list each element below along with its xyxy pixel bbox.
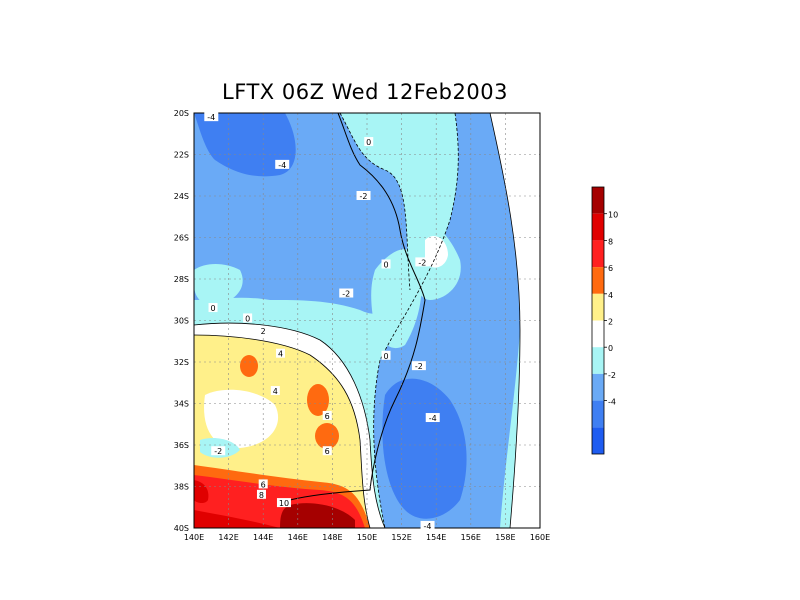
colorbar-label: 6 bbox=[608, 264, 613, 273]
lon-tick-label: 148E bbox=[322, 533, 342, 542]
svg-text:6: 6 bbox=[325, 447, 330, 456]
colorbar-segment bbox=[592, 373, 604, 401]
contour-label: -2 bbox=[411, 361, 426, 371]
lon-tick-label: 146E bbox=[288, 533, 308, 542]
svg-text:-2: -2 bbox=[415, 362, 423, 371]
colorbar-segment bbox=[592, 427, 604, 454]
lon-tick-label: 158E bbox=[495, 533, 515, 542]
contour-label: 6 bbox=[322, 446, 332, 456]
contour-label: 4 bbox=[276, 348, 285, 359]
contour-label: 0 bbox=[381, 259, 391, 269]
contour-label: -4 bbox=[275, 159, 290, 170]
contour-label: -4 bbox=[204, 112, 219, 122]
lon-tick-label: 152E bbox=[391, 533, 411, 542]
svg-text:4: 4 bbox=[273, 387, 278, 396]
colorbar-segment bbox=[592, 267, 604, 294]
contour-label: 0 bbox=[364, 137, 374, 147]
colorbar-label: -2 bbox=[608, 371, 616, 380]
contour-label: -2 bbox=[211, 446, 226, 456]
lat-tick-label: 34S bbox=[174, 400, 189, 409]
colorbar-label: 4 bbox=[608, 291, 613, 300]
svg-text:6: 6 bbox=[325, 412, 330, 421]
contour-label: 8 bbox=[256, 489, 266, 500]
lat-tick-label: 38S bbox=[174, 483, 189, 492]
svg-text:-2: -2 bbox=[418, 258, 426, 267]
lat-tick-label: 22S bbox=[174, 151, 189, 160]
svg-text:4: 4 bbox=[278, 350, 283, 359]
contour-label: -2 bbox=[339, 288, 354, 299]
svg-text:2: 2 bbox=[261, 327, 266, 336]
contour-label: 10 bbox=[276, 498, 291, 508]
lon-tick-label: 142E bbox=[218, 533, 238, 542]
lat-lon-grid bbox=[194, 113, 540, 528]
contour-label: 0 bbox=[381, 350, 391, 361]
contour-label: 6 bbox=[258, 479, 268, 489]
svg-text:8: 8 bbox=[259, 491, 264, 500]
lat-tick-label: 28S bbox=[174, 275, 189, 284]
contour-label: -2 bbox=[356, 191, 371, 201]
plot-frame bbox=[193, 112, 541, 529]
lat-tick-label: 20S bbox=[174, 109, 189, 118]
contour-label: -4 bbox=[425, 413, 440, 423]
contour-label: 4 bbox=[270, 386, 280, 396]
latitude-ticks: 20S 22S 24S 26S 28S 30S 32S 34S 36S 38S 40S bbox=[174, 109, 189, 533]
colorbar-segment bbox=[592, 293, 604, 321]
lat-tick-label: 32S bbox=[174, 358, 189, 367]
lon-tick-label: 156E bbox=[461, 533, 481, 542]
colorbar-segment bbox=[592, 400, 604, 428]
svg-text:0: 0 bbox=[245, 314, 250, 323]
contour-labels: -4 -4 0 -2 -2 0 -2 0 0 2 4 0 -2 4 6 -4 -2 6 6 8 10 -4 bbox=[204, 112, 440, 531]
svg-text:6: 6 bbox=[261, 480, 266, 489]
lon-tick-label: 150E bbox=[357, 533, 377, 542]
colorbar-label: 8 bbox=[608, 237, 613, 246]
lat-tick-label: 26S bbox=[174, 234, 189, 243]
svg-text:-4: -4 bbox=[278, 161, 286, 170]
contour-label: -2 bbox=[415, 257, 430, 267]
map-title: LFTX 06Z Wed 12Feb2003 bbox=[222, 80, 508, 104]
contour-label: 0 bbox=[243, 313, 253, 323]
colorbar-segment bbox=[592, 240, 604, 268]
svg-text:0: 0 bbox=[210, 304, 215, 313]
longitude-ticks: 140E 142E 144E 146E 148E 150E 152E 154E 156E 158E… bbox=[184, 533, 550, 542]
colorbar-label: -4 bbox=[608, 398, 616, 407]
lat-tick-label: 36S bbox=[174, 441, 189, 450]
svg-text:0: 0 bbox=[383, 352, 388, 361]
contour-label: 2 bbox=[258, 325, 268, 336]
svg-text:-2: -2 bbox=[214, 447, 222, 456]
svg-text:0: 0 bbox=[366, 138, 371, 147]
svg-text:-4: -4 bbox=[424, 522, 432, 531]
svg-text:-4: -4 bbox=[429, 414, 437, 423]
colorbar-segment bbox=[592, 213, 604, 241]
contour-label: 0 bbox=[208, 303, 218, 313]
lon-tick-label: 144E bbox=[253, 533, 273, 542]
svg-text:-2: -2 bbox=[342, 290, 350, 299]
colorbar-label: 0 bbox=[608, 344, 613, 353]
svg-text:0: 0 bbox=[383, 260, 388, 269]
svg-text:-2: -2 bbox=[360, 192, 368, 201]
colorbar-label: 10 bbox=[608, 211, 618, 220]
colorbar: 10 8 6 4 2 0 -2 -4 bbox=[591, 186, 618, 455]
contour-label: -4 bbox=[420, 520, 435, 531]
colorbar-segment bbox=[592, 347, 604, 374]
lat-tick-label: 40S bbox=[174, 524, 189, 533]
lat-tick-label: 30S bbox=[174, 317, 189, 326]
svg-text:10: 10 bbox=[279, 499, 289, 508]
colorbar-label: 2 bbox=[608, 318, 613, 327]
lon-tick-label: 160E bbox=[530, 533, 550, 542]
colorbar-segment bbox=[592, 187, 604, 214]
lat-tick-label: 24S bbox=[174, 192, 189, 201]
lon-tick-label: 140E bbox=[184, 533, 204, 542]
colorbar-segment bbox=[592, 320, 604, 348]
svg-text:-4: -4 bbox=[207, 113, 215, 122]
shaded-field bbox=[194, 113, 540, 528]
lon-tick-label: 154E bbox=[426, 533, 446, 542]
contour-label: 6 bbox=[322, 410, 332, 421]
